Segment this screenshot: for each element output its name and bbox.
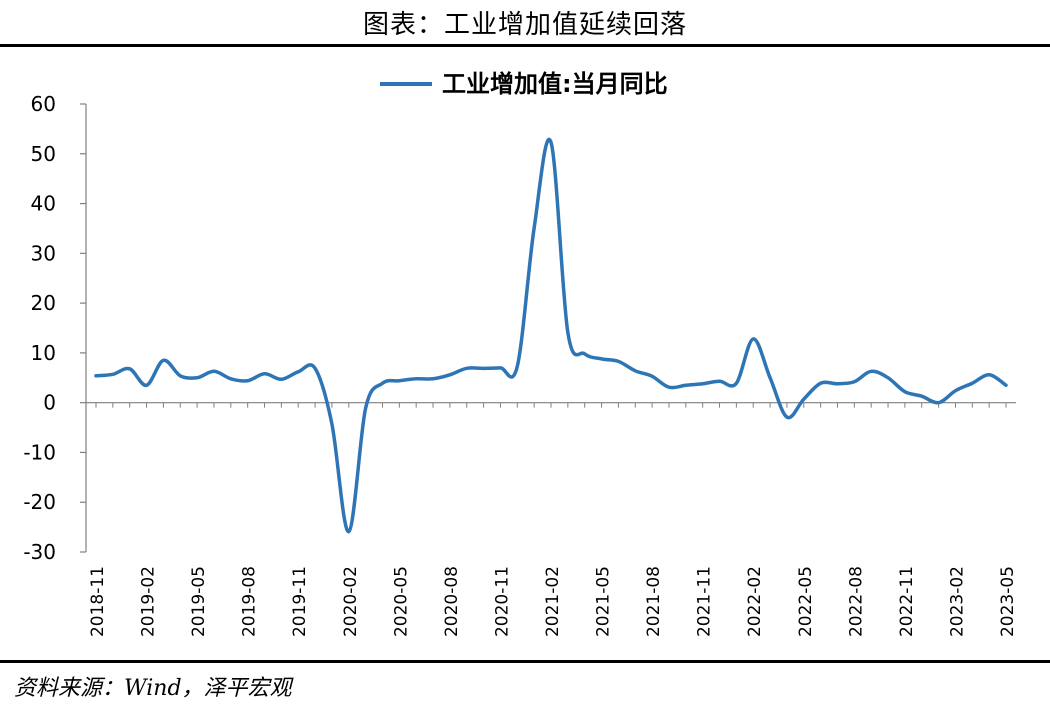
- x-tick-label: 2022-05: [796, 566, 816, 637]
- data-point: [718, 380, 721, 383]
- x-tick-label: 2019-08: [240, 566, 260, 637]
- data-point: [819, 382, 822, 385]
- x-tick-label: 2023-05: [998, 566, 1018, 637]
- y-axis: -30 -20 -10 0 10 20 30 40 50 60: [23, 92, 87, 564]
- x-axis: 2018-11 2019-02 2019-05 2019-08 2019-11 2020-…: [86, 402, 1018, 637]
- x-tick-label: 2021-08: [644, 566, 664, 637]
- data-point: [752, 337, 755, 340]
- top-divider: [0, 44, 1050, 47]
- data-point: [263, 372, 266, 375]
- data-point: [667, 386, 670, 389]
- chart-legend: 工业增加值:当月同比: [380, 70, 668, 98]
- x-tick-label: 2022-02: [745, 566, 765, 637]
- data-point: [364, 407, 367, 410]
- data-point: [836, 382, 839, 385]
- bottom-divider: [0, 660, 1050, 663]
- data-point: [499, 366, 502, 369]
- data-point: [347, 530, 350, 533]
- x-tick-label: 2021-05: [594, 566, 614, 637]
- legend-label: 工业增加值:当月同比: [442, 70, 668, 98]
- data-point: [735, 382, 738, 385]
- x-tick-label: 2022-11: [897, 566, 917, 637]
- y-tick-label: 0: [43, 391, 56, 415]
- data-point: [212, 370, 215, 373]
- source-label: 资料来源：: [14, 676, 125, 701]
- x-tick-label: 2022-08: [846, 566, 866, 637]
- series-line: [94, 137, 1008, 534]
- data-point: [988, 373, 991, 376]
- data-point: [566, 331, 569, 334]
- data-point: [145, 384, 148, 387]
- y-tick-label: -30: [23, 540, 56, 564]
- data-point: [95, 374, 98, 377]
- x-tick-label: 2020-08: [442, 566, 462, 637]
- y-tick-label: 20: [31, 291, 56, 315]
- data-point: [314, 367, 317, 370]
- data-point: [246, 379, 249, 382]
- data-point: [229, 377, 232, 380]
- data-point: [482, 367, 485, 370]
- data-point: [920, 395, 923, 398]
- x-tick-label: 2021-11: [695, 566, 715, 637]
- data-point: [617, 360, 620, 363]
- data-point: [516, 365, 519, 368]
- data-point: [600, 357, 603, 360]
- data-point: [769, 376, 772, 379]
- source-note: 资料来源：Wind，泽平宏观: [14, 670, 292, 702]
- data-point: [415, 377, 418, 380]
- data-point: [583, 352, 586, 355]
- y-tick-label: 40: [31, 192, 56, 216]
- y-tick-label: 50: [31, 142, 56, 166]
- data-point: [381, 382, 384, 385]
- source-value: Wind，泽平宏观: [124, 676, 292, 701]
- data-point: [533, 226, 536, 229]
- data-point: [1005, 384, 1008, 387]
- data-point: [128, 367, 131, 370]
- line-chart: 工业增加值:当月同比 -30 -20 -10 0 10 20 30 40 50 60 2018-1…: [23, 70, 1018, 637]
- y-tick-label: 60: [31, 92, 56, 116]
- data-point: [162, 359, 165, 362]
- data-point: [887, 376, 890, 379]
- data-point: [179, 374, 182, 377]
- data-point: [971, 382, 974, 385]
- data-point: [448, 373, 451, 376]
- data-point: [954, 389, 957, 392]
- x-tick-label: 2019-11: [290, 566, 310, 637]
- data-point: [432, 377, 435, 380]
- data-point: [111, 373, 114, 376]
- data-point: [465, 367, 468, 370]
- data-point: [903, 390, 906, 393]
- x-tick-label: 2020-05: [391, 566, 411, 637]
- data-point: [870, 370, 873, 373]
- data-point: [297, 370, 300, 373]
- data-point: [785, 416, 788, 419]
- series-points: [95, 141, 1008, 533]
- x-tick-label: 2021-02: [543, 566, 563, 637]
- y-tick-label: 30: [31, 241, 56, 265]
- data-point: [398, 379, 401, 382]
- x-tick-label: 2018-11: [88, 566, 108, 637]
- data-point: [196, 376, 199, 379]
- data-point: [937, 401, 940, 404]
- x-tick-label: 2019-02: [139, 566, 159, 637]
- data-point: [330, 423, 333, 426]
- data-point: [280, 378, 283, 381]
- data-point: [550, 141, 553, 144]
- page-title: 图表：工业增加值延续回落: [362, 10, 687, 40]
- x-tick-label: 2019-05: [189, 566, 209, 637]
- x-tick-label: 2020-02: [341, 566, 361, 637]
- y-tick-label: -20: [23, 490, 56, 514]
- x-tick-label: 2020-11: [492, 566, 512, 637]
- data-point: [684, 384, 687, 387]
- data-point: [634, 369, 637, 372]
- data-point: [802, 398, 805, 401]
- data-point: [701, 382, 704, 385]
- y-tick-label: -10: [23, 440, 56, 464]
- x-tick-label: 2023-02: [947, 566, 967, 637]
- data-point: [853, 380, 856, 383]
- data-point: [651, 375, 654, 378]
- y-tick-label: 10: [31, 341, 56, 365]
